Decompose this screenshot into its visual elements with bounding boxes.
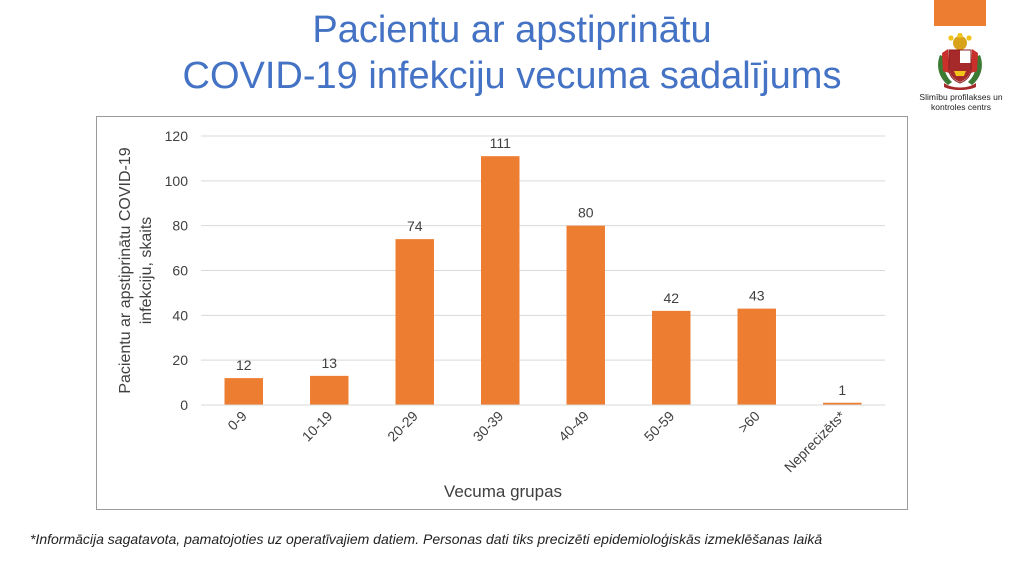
bar-10-19 bbox=[310, 375, 349, 405]
bar-data-label: 80 bbox=[578, 205, 594, 221]
bar-30-39 bbox=[481, 156, 520, 405]
bar-60 bbox=[737, 308, 776, 405]
y-tick-label: 120 bbox=[165, 128, 189, 144]
bar-50-59 bbox=[652, 310, 691, 405]
y-axis-title-line-2: infekciju, skaits bbox=[138, 217, 155, 325]
title-line-2: COVID-19 infekciju vecuma sadalījums bbox=[182, 55, 842, 97]
bar-data-label: 74 bbox=[407, 218, 423, 234]
logo-caption-line-1: Slimību profilakses un bbox=[919, 92, 1003, 102]
bar-0-9 bbox=[224, 378, 263, 405]
bar-data-label: 13 bbox=[321, 355, 337, 371]
y-tick-label: 0 bbox=[180, 397, 188, 413]
x-tick-label: 10-19 bbox=[299, 408, 336, 445]
y-tick-label: 40 bbox=[172, 307, 188, 323]
footnote: *Informācija sagatavota, pamatojoties uz… bbox=[30, 531, 823, 547]
bar-data-label: 111 bbox=[490, 135, 511, 151]
bar-40-49 bbox=[566, 225, 605, 405]
bar-chart: 0 20 40 60 80 100 120 12 13 74 111 80 42 43 1 0-9 10-1… bbox=[117, 128, 885, 501]
logo-caption-line-2: kontroles centrs bbox=[931, 102, 991, 112]
y-tick-label: 60 bbox=[172, 263, 188, 279]
bar-data-label: 42 bbox=[663, 290, 679, 306]
latvia-coat-of-arms-icon bbox=[938, 33, 982, 90]
bar-data-label: 12 bbox=[236, 357, 252, 373]
bar-data-label: 1 bbox=[838, 382, 846, 398]
x-tick-label: 30-39 bbox=[470, 408, 507, 445]
y-tick-label: 20 bbox=[172, 352, 188, 368]
x-tick-label: 0-9 bbox=[224, 408, 250, 434]
bars bbox=[224, 156, 862, 405]
title-line-1: Pacientu ar apstiprinātu bbox=[312, 9, 712, 51]
x-tick-label: 50-59 bbox=[641, 408, 678, 445]
x-tick-label: >60 bbox=[735, 408, 763, 436]
logo-caption: Slimību profilakses un kontroles centrs bbox=[904, 92, 1018, 112]
chart-area: 0 20 40 60 80 100 120 12 13 74 111 80 42 43 1 0-9 10-1… bbox=[96, 116, 908, 510]
bar-nepreciz-ts bbox=[823, 402, 862, 405]
x-tick-label: 20-29 bbox=[384, 408, 421, 445]
x-tick-label: 40-49 bbox=[555, 408, 592, 445]
bar-20-29 bbox=[395, 239, 434, 405]
x-axis-title: Vecuma grupas bbox=[444, 482, 562, 501]
y-tick-label: 80 bbox=[172, 218, 188, 234]
data-labels: 12 13 74 111 80 42 43 1 bbox=[236, 135, 846, 398]
y-tick-label: 100 bbox=[165, 173, 189, 189]
orange-accent-block bbox=[934, 0, 986, 26]
gridlines bbox=[201, 135, 885, 361]
x-axis-tick-labels: 0-9 10-19 20-29 30-39 40-49 50-59 >60 Neprecizē… bbox=[224, 407, 849, 475]
bar-data-label: 43 bbox=[749, 288, 765, 304]
y-axis-tick-labels: 0 20 40 60 80 100 120 bbox=[165, 128, 189, 413]
y-axis-title-line-1: Pacientu ar apstiprinātu COVID-19 bbox=[117, 147, 134, 393]
x-tick-label: Neprecizēts* bbox=[781, 407, 849, 475]
